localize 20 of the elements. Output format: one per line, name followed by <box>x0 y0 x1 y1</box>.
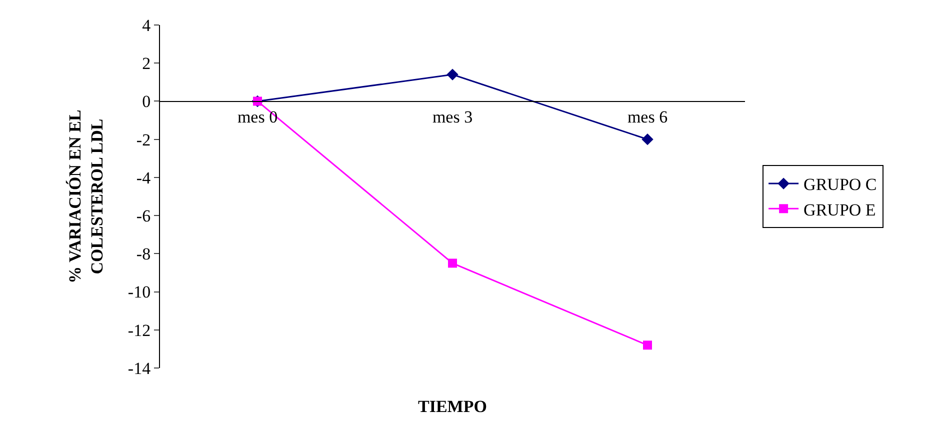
y-tick-label: -12 <box>128 320 151 340</box>
legend-label: GRUPO E <box>804 200 876 220</box>
y-tick-label: -14 <box>128 358 152 378</box>
x-tick-label: mes 6 <box>627 108 668 127</box>
point <box>448 258 457 268</box>
y-tick-label: -6 <box>136 206 151 226</box>
point <box>642 133 654 146</box>
y-tick-label: -10 <box>128 282 151 302</box>
point <box>643 340 652 350</box>
y-tick-label: -8 <box>136 244 151 264</box>
y-tick-label: 2 <box>142 54 151 74</box>
x-axis-title: TIEMPO <box>418 397 487 416</box>
y-axis-title: % VARIACIÓN EN EL COLESTEROL LDL <box>65 110 106 284</box>
point <box>446 68 458 80</box>
y-tick-label: -4 <box>136 168 152 188</box>
y-tick-label: 0 <box>142 92 151 112</box>
y-tick-label: -2 <box>136 130 151 150</box>
y-tick-label: 4 <box>142 16 152 35</box>
legend-label: GRUPO C <box>804 175 877 194</box>
x-tick-label: mes 3 <box>432 108 473 127</box>
